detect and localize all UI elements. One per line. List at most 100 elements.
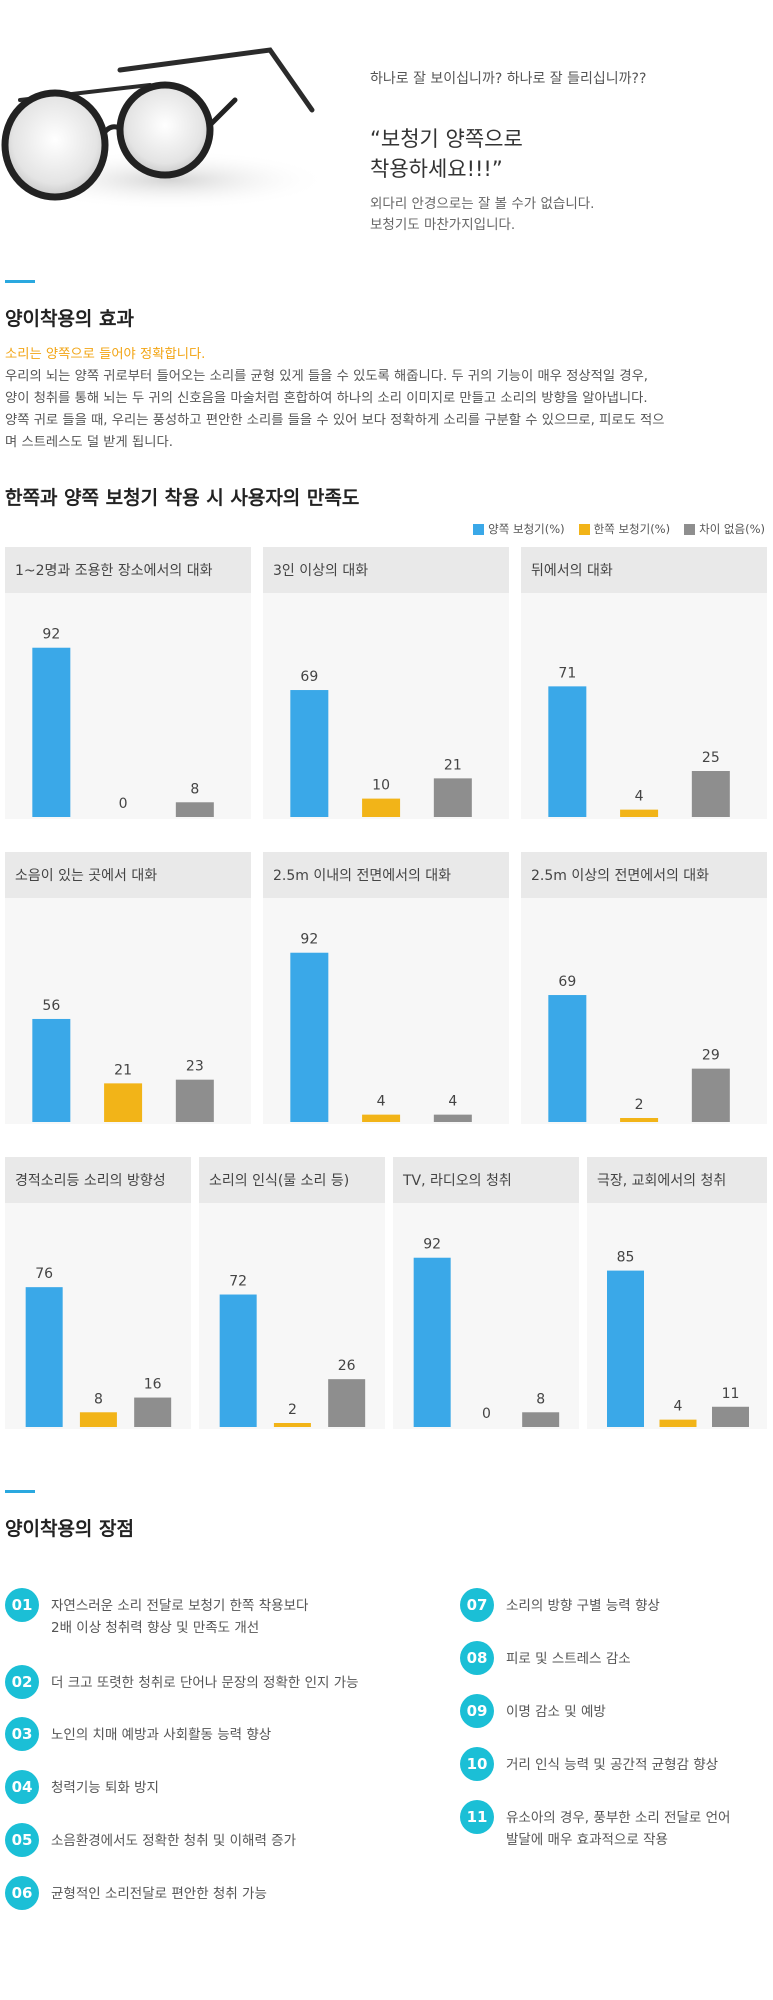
chart-title: 2.5m 이내의 전면에서의 대화 bbox=[263, 852, 509, 898]
legend-swatch-both bbox=[473, 523, 485, 535]
bar bbox=[548, 995, 587, 1122]
chart-card: 3인 이상의 대화 69 10 21 bbox=[263, 547, 509, 819]
chart-card: 소리의 인식(물 소리 등) 72 2 26 bbox=[199, 1157, 385, 1429]
bar bbox=[25, 1287, 63, 1427]
bar-value-label: 4 bbox=[674, 1399, 683, 1415]
bar-value-label: 21 bbox=[444, 757, 462, 773]
bar bbox=[433, 778, 472, 817]
advantage-line: 피로 및 스트레스 감소 bbox=[506, 1651, 631, 1667]
bar bbox=[607, 1270, 644, 1427]
bar-value-label: 26 bbox=[338, 1358, 356, 1374]
bar bbox=[548, 686, 587, 817]
effect-lead: 소리는 양쪽으로 들어야 정확합니다. bbox=[5, 347, 206, 362]
advantage-line: 노인의 치매 예방과 사회활동 능력 향상 bbox=[51, 1727, 272, 1743]
section-accent-bar bbox=[5, 280, 35, 283]
advantage-number-badge: 05 bbox=[5, 1823, 39, 1857]
chart-title: 2.5m 이상의 전면에서의 대화 bbox=[521, 852, 767, 898]
advantage-item: 06 균형적인 소리전달로 편안한 청취 가능 bbox=[5, 1876, 450, 1910]
advantage-text: 거리 인식 능력 및 공간적 균형감 향상 bbox=[506, 1747, 718, 1776]
advantage-number-badge: 09 bbox=[460, 1694, 494, 1728]
legend-label: 양쪽 보청기(%) bbox=[488, 522, 565, 536]
chart-card: TV, 라디오의 청취 92 0 8 bbox=[393, 1157, 579, 1429]
chart-title: 소음이 있는 곳에서 대화 bbox=[5, 852, 251, 898]
advantage-text: 더 크고 또렷한 청취로 단어나 문장의 정확한 인지 가능 bbox=[51, 1665, 359, 1694]
bar-chart: 92 0 8 bbox=[32, 627, 214, 817]
legend-item: 한쪽 보청기(%) bbox=[578, 521, 671, 537]
bar bbox=[413, 1257, 451, 1427]
legend-label: 차이 없음(%) bbox=[699, 522, 765, 536]
bar-value-label: 16 bbox=[144, 1377, 162, 1393]
advantage-line: 소음환경에서도 정확한 청취 및 이해력 증가 bbox=[51, 1833, 297, 1849]
advantage-line: 거리 인식 능력 및 공간적 균형감 향상 bbox=[506, 1757, 719, 1773]
advantage-number-badge: 11 bbox=[460, 1800, 494, 1834]
chart-title: 3인 이상의 대화 bbox=[263, 547, 509, 593]
hero-section: 하나로 잘 보이십니까? 하나로 잘 들리십니까?? “보청기 양쪽으로 착용하… bbox=[0, 0, 773, 240]
bar bbox=[362, 1114, 401, 1122]
bar-value-label: 23 bbox=[186, 1059, 204, 1075]
bar-value-label: 4 bbox=[448, 1094, 457, 1110]
advantage-item: 04 청력기능 퇴화 방지 bbox=[5, 1770, 450, 1804]
legend-item: 양쪽 보청기(%) bbox=[473, 521, 565, 537]
chart-card: 소음이 있는 곳에서 대화 56 21 23 bbox=[5, 852, 251, 1124]
bar-value-label: 2 bbox=[635, 1097, 644, 1113]
hero-title-line2: 착용하세요!!!” bbox=[370, 157, 503, 181]
bar-value-label: 11 bbox=[722, 1386, 740, 1402]
bar bbox=[219, 1294, 257, 1427]
bar-value-label: 72 bbox=[229, 1274, 247, 1290]
chart-title: 경적소리등 소리의 방향성 bbox=[5, 1157, 191, 1203]
satisfaction-title: 한쪽과 양쪽 보청기 착용 시 사용자의 만족도 bbox=[5, 487, 360, 509]
advantage-text: 노인의 치매 예방과 사회활동 능력 향상 bbox=[51, 1717, 271, 1746]
advantage-text: 피로 및 스트레스 감소 bbox=[506, 1641, 631, 1670]
chart-card: 2.5m 이상의 전면에서의 대화 69 2 29 bbox=[521, 852, 767, 1124]
glasses-image bbox=[1, 47, 330, 210]
bar bbox=[104, 1083, 143, 1122]
effect-line: 우리의 뇌는 양쪽 귀로부터 들어오는 소리를 균형 있게 들을 수 있도록 해… bbox=[5, 369, 649, 384]
bar-value-label: 92 bbox=[300, 932, 318, 948]
bar bbox=[712, 1406, 749, 1427]
bar bbox=[290, 690, 329, 817]
legend-item: 차이 없음(%) bbox=[684, 521, 765, 537]
hero-subtitle: 외다리 안경으로는 잘 볼 수가 없습니다. 보청기도 마찬가지입니다. bbox=[370, 194, 760, 236]
bar-value-label: 71 bbox=[558, 665, 576, 681]
bar-value-label: 21 bbox=[114, 1062, 132, 1078]
advantage-text: 자연스러운 소리 전달로 보청기 한쪽 착용보다 2배 이상 청취력 향상 및 만… bbox=[51, 1588, 308, 1639]
bar bbox=[691, 1068, 730, 1122]
advantage-item: 09 이명 감소 및 예방 bbox=[460, 1694, 765, 1728]
bar bbox=[134, 1397, 172, 1427]
chart-card: 극장, 교회에서의 청취 85 4 11 bbox=[587, 1157, 767, 1429]
advantage-text: 청력기능 퇴화 방지 bbox=[51, 1770, 159, 1799]
effect-description: 소리는 양쪽으로 들어야 정확합니다. 우리의 뇌는 양쪽 귀로부터 들어오는 … bbox=[5, 344, 765, 454]
bar-chart: 85 4 11 bbox=[607, 1250, 749, 1427]
bar bbox=[522, 1412, 560, 1427]
bar-value-label: 85 bbox=[617, 1250, 635, 1266]
advantage-item: 02 더 크고 또렷한 청취로 단어나 문장의 정확한 인지 가능 bbox=[5, 1665, 450, 1699]
advantage-number-badge: 07 bbox=[460, 1588, 494, 1622]
legend-label: 한쪽 보청기(%) bbox=[593, 522, 671, 536]
advantage-line: 이명 감소 및 예방 bbox=[506, 1704, 606, 1720]
bar bbox=[328, 1379, 366, 1427]
chart-title: TV, 라디오의 청취 bbox=[393, 1157, 579, 1203]
bar-value-label: 2 bbox=[288, 1402, 297, 1418]
bar bbox=[433, 1114, 472, 1122]
advantage-line: 발달에 매우 효과적으로 작용 bbox=[506, 1832, 668, 1848]
bar bbox=[273, 1423, 311, 1427]
legend-swatch-none bbox=[684, 523, 696, 535]
chart-card: 2.5m 이내의 전면에서의 대화 92 4 4 bbox=[263, 852, 509, 1124]
bar-value-label: 8 bbox=[536, 1391, 545, 1407]
bar-value-label: 0 bbox=[119, 796, 128, 812]
effect-section-title: 양이착용의 효과 bbox=[5, 308, 134, 330]
bar-chart: 69 2 29 bbox=[548, 974, 730, 1122]
bar bbox=[691, 771, 730, 817]
effect-line: 양이 청취를 통해 뇌는 두 귀의 신호음을 마술처럼 혼합하여 하나의 소리 … bbox=[5, 391, 648, 406]
advantage-line: 소리의 방향 구별 능력 향상 bbox=[506, 1598, 660, 1614]
chart-title: 소리의 인식(물 소리 등) bbox=[199, 1157, 385, 1203]
chart-title: 뒤에서의 대화 bbox=[521, 547, 767, 593]
bar bbox=[620, 1118, 659, 1122]
bar-value-label: 8 bbox=[94, 1391, 103, 1407]
advantage-text: 균형적인 소리전달로 편안한 청취 가능 bbox=[51, 1876, 267, 1905]
bar bbox=[362, 798, 401, 817]
hero-question: 하나로 잘 보이십니까? 하나로 잘 들리십니까?? bbox=[370, 71, 647, 87]
hero-title-line1: “보청기 양쪽으로 bbox=[370, 127, 523, 151]
hero-text: 하나로 잘 보이십니까? 하나로 잘 들리십니까?? “보청기 양쪽으로 착용하… bbox=[370, 68, 760, 236]
chart-title: 극장, 교회에서의 청취 bbox=[587, 1157, 767, 1203]
